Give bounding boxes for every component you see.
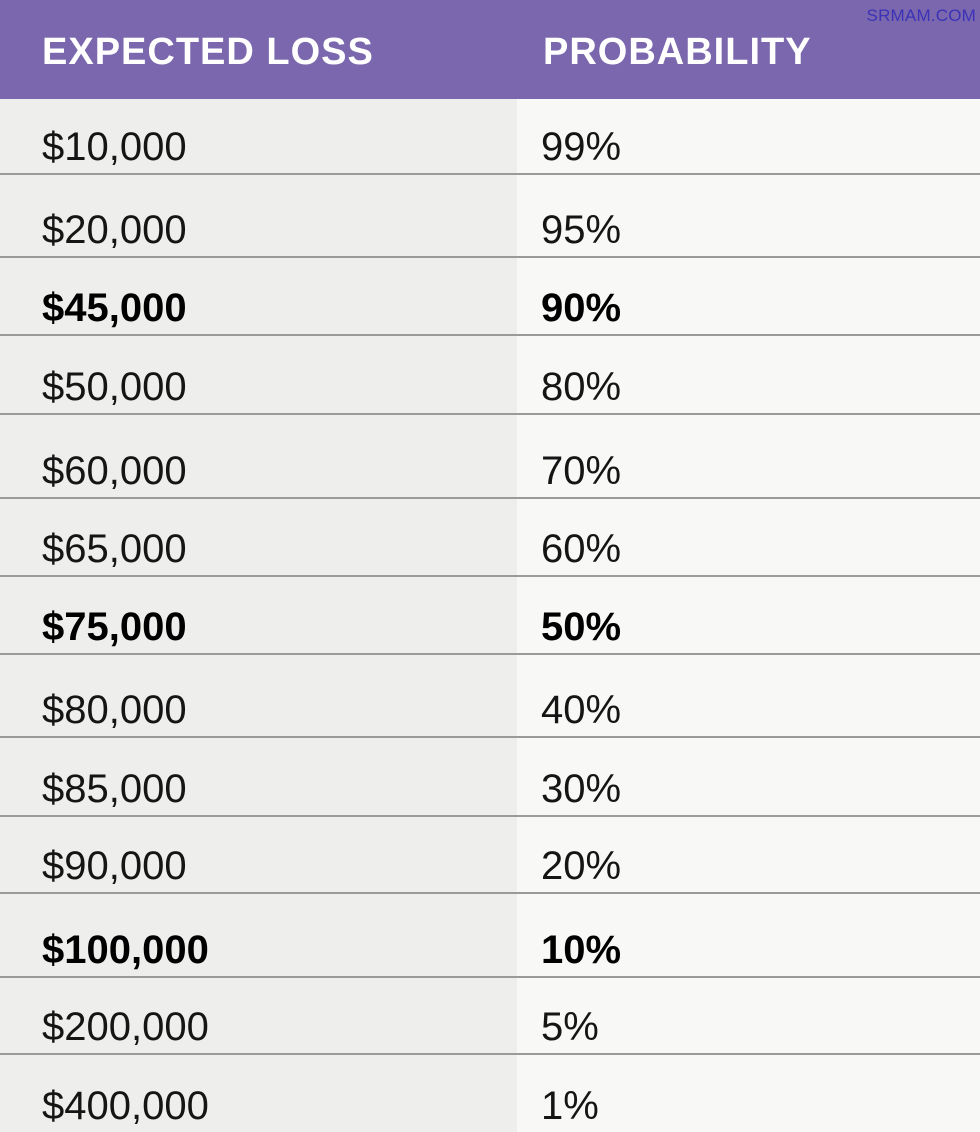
expected-loss-cell: $100,000 [42,928,209,972]
table-row: $65,000 60% [0,499,980,577]
table-row: $50,000 80% [0,336,980,415]
table-row: $85,000 30% [0,738,980,817]
table-row: $10,000 99% [0,99,980,175]
expected-loss-cell: $10,000 [42,125,187,169]
table-row: $45,000 90% [0,258,980,336]
header-expected-loss: EXPECTED LOSS [42,31,374,73]
expected-loss-cell: $80,000 [42,688,187,732]
loss-column-background [0,99,517,1132]
probability-cell: 1% [541,1084,599,1128]
probability-cell: 95% [541,208,622,252]
probability-cell: 60% [541,527,622,571]
table-row: $100,000 10% [0,894,980,978]
expected-loss-cell: $90,000 [42,844,187,888]
header-probability: PROBABILITY [543,31,812,73]
probability-column-background [517,99,980,1132]
table-row: $60,000 70% [0,415,980,499]
table-header: EXPECTED LOSS PROBABILITY SRMAM.COM [0,0,980,99]
expected-loss-cell: $400,000 [42,1084,209,1128]
probability-cell: 90% [541,286,622,330]
expected-loss-cell: $75,000 [42,605,187,649]
expected-loss-cell: $60,000 [42,449,187,493]
expected-loss-cell: $200,000 [42,1005,209,1049]
probability-cell: 40% [541,688,622,732]
table-row: $75,000 50% [0,577,980,655]
table-row: $90,000 20% [0,817,980,894]
table-row: $200,000 5% [0,978,980,1055]
table-row: $80,000 40% [0,655,980,738]
probability-cell: 99% [541,125,622,169]
expected-loss-cell: $65,000 [42,527,187,571]
expected-loss-cell: $85,000 [42,767,187,811]
table-row: $400,000 1% [0,1055,980,1132]
expected-loss-cell: $20,000 [42,208,187,252]
watermark: SRMAM.COM [866,6,976,25]
probability-cell: 50% [541,605,622,649]
expected-loss-cell: $45,000 [42,286,187,330]
probability-cell: 30% [541,767,622,811]
probability-cell: 10% [541,928,622,972]
probability-cell: 70% [541,449,622,493]
table-row: $20,000 95% [0,175,980,258]
probability-cell: 20% [541,844,622,888]
probability-cell: 5% [541,1005,599,1049]
probability-cell: 80% [541,365,622,409]
expected-loss-cell: $50,000 [42,365,187,409]
